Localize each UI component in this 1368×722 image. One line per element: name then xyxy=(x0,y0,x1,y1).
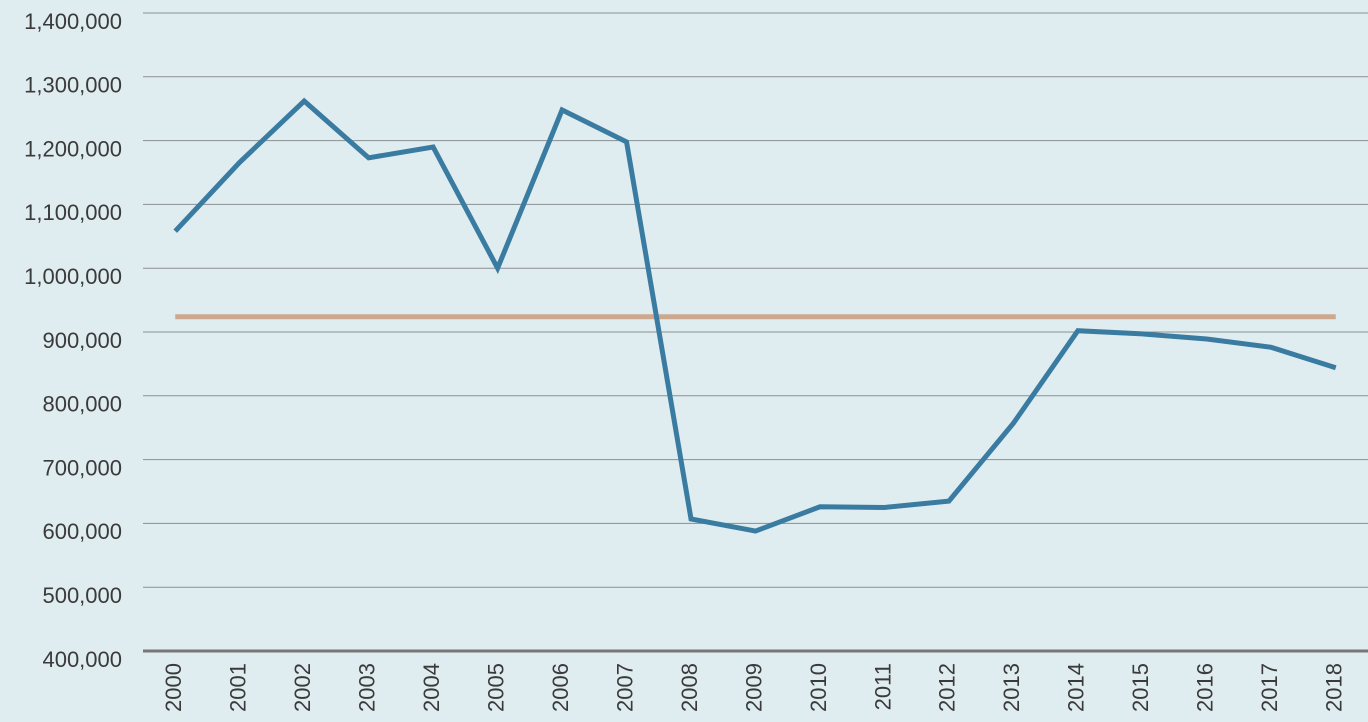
y-tick-label: 500,000 xyxy=(42,583,122,608)
x-tick-label: 2009 xyxy=(741,663,766,712)
y-tick-label: 1,100,000 xyxy=(24,200,122,225)
y-tick-label: 900,000 xyxy=(42,328,122,353)
x-tick-label: 2008 xyxy=(677,663,702,712)
x-tick-label: 2018 xyxy=(1322,663,1347,712)
x-tick-label: 2016 xyxy=(1193,663,1218,712)
y-tick-label: 400,000 xyxy=(42,647,122,672)
x-tick-label: 2015 xyxy=(1128,663,1153,712)
series-line xyxy=(173,97,1337,534)
x-tick-label: 2011 xyxy=(870,663,895,710)
y-tick-label: 1,200,000 xyxy=(24,136,122,161)
x-tick-label: 2001 xyxy=(226,663,251,712)
x-tick-label: 2005 xyxy=(483,663,508,712)
x-tick-label: 2006 xyxy=(548,663,573,712)
y-tick-label: 600,000 xyxy=(42,519,122,544)
x-tick-label: 2017 xyxy=(1257,663,1282,712)
x-tick-label: 2014 xyxy=(1064,663,1089,712)
x-tick-label: 2002 xyxy=(290,663,315,712)
x-tick-label: 2004 xyxy=(419,663,444,712)
x-tick-label: 2012 xyxy=(935,663,960,712)
x-tick-label: 2000 xyxy=(161,663,186,712)
y-tick-label: 1,300,000 xyxy=(24,73,122,98)
y-tick-label: 1,400,000 xyxy=(24,9,122,34)
x-tick-label: 2013 xyxy=(999,663,1024,712)
y-tick-label: 800,000 xyxy=(42,392,122,417)
x-tick-label: 2003 xyxy=(354,663,379,712)
y-tick-label: 1,000,000 xyxy=(24,264,122,289)
y-tick-label: 700,000 xyxy=(42,455,122,480)
x-tick-label: 2007 xyxy=(612,663,637,712)
x-tick-label: 2010 xyxy=(806,663,831,712)
